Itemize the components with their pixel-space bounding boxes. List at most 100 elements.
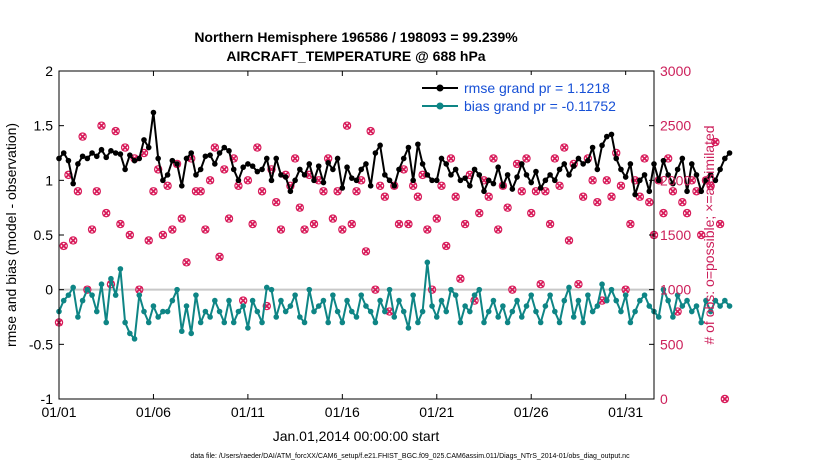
bias-point (306, 286, 313, 293)
rmse-point (230, 166, 237, 173)
rmse-point (311, 177, 317, 184)
obs-possible-marker (177, 214, 186, 223)
obs-assimilated-marker (669, 187, 677, 195)
rmse-point (84, 155, 91, 162)
obs-possible-marker (215, 252, 224, 262)
obs-assimilated-marker (433, 214, 441, 223)
obs-assimilated-marker (296, 204, 304, 212)
obs-possible-marker (588, 176, 597, 185)
bias-point (655, 314, 662, 320)
rmse-point (212, 161, 218, 167)
rmse-point (570, 163, 577, 169)
obs-possible-marker (78, 132, 87, 141)
rmse-point (556, 166, 563, 173)
obs-possible-marker (475, 208, 484, 218)
obs-assimilated-marker (277, 225, 285, 234)
rmse-point (155, 155, 161, 162)
obs-possible-marker (116, 219, 125, 229)
rmse-point (712, 177, 719, 184)
bias-point (325, 319, 331, 326)
obs-possible-marker (205, 176, 215, 185)
bias-point (533, 308, 539, 315)
obs-possible-marker (144, 236, 153, 245)
obs-possible-marker (550, 154, 560, 163)
rmse-point (476, 172, 483, 178)
rmse-point (400, 155, 407, 162)
obs-assimilated-marker (102, 209, 110, 217)
obs-assimilated-marker (485, 193, 493, 201)
obs-assimilated-marker (182, 258, 191, 266)
bias-point (320, 297, 327, 304)
obs-possible-marker (111, 126, 120, 136)
rmse-point (608, 131, 615, 138)
obs-assimilated-marker (395, 220, 403, 228)
right-axis: 0 500 1000 1500 2000 2500 3000 (649, 63, 691, 407)
obs-possible-marker (267, 165, 276, 174)
bias-point (443, 308, 450, 315)
x-tick-label: 01/06 (136, 404, 171, 420)
obs-possible-marker (319, 187, 328, 196)
bias-point (372, 319, 379, 326)
rmse-point (665, 172, 671, 178)
bias-point (386, 286, 393, 293)
obs-possible-marker (253, 143, 262, 152)
bias-point (566, 284, 572, 291)
right-y-tick-label: 2500 (660, 118, 691, 134)
bias-point (561, 297, 568, 304)
bias-point (297, 314, 303, 320)
bias-point (405, 325, 412, 331)
x-tick-label: 01/31 (608, 404, 643, 420)
obs-assimilated-marker (555, 182, 564, 190)
obs-assimilated-marker (371, 286, 380, 294)
rmse-point (443, 161, 450, 167)
rmse-point (405, 144, 412, 151)
rmse-point (528, 179, 535, 186)
obs-assimilated-marker (588, 176, 597, 184)
obs-possible-marker (503, 203, 512, 212)
rmse-point (622, 174, 629, 180)
obs-possible-marker (390, 181, 399, 190)
obs-assimilated-marker (343, 122, 351, 130)
bias-point (594, 303, 601, 309)
obs-assimilated-marker (74, 187, 82, 195)
obs-possible-marker (484, 192, 493, 201)
obs-assimilated-marker (678, 198, 686, 206)
obs-assimilated-marker (300, 225, 309, 234)
bias-point (570, 314, 577, 320)
obs-assimilated-marker (163, 182, 172, 190)
obs-assimilated-marker (60, 242, 68, 250)
rmse-point (315, 163, 322, 169)
rmse-point (594, 166, 601, 173)
obs-possible-marker (149, 187, 158, 196)
obs-assimilated-marker (272, 198, 280, 206)
bias-point (292, 292, 298, 298)
rmse-point (108, 148, 114, 154)
bias-point (259, 319, 265, 326)
bias-point (688, 308, 695, 315)
rmse-point (500, 183, 506, 189)
rmse-point (660, 157, 667, 164)
obs-possible-marker (706, 181, 715, 190)
bias-point (103, 319, 110, 326)
obs-assimilated-marker (121, 143, 129, 152)
bias-point (410, 292, 416, 298)
rmse-point (717, 166, 723, 173)
obs-possible-marker (371, 285, 380, 294)
obs-assimilated-marker (178, 214, 186, 223)
x-axis: 01/01 01/06 01/11 01/16 01/21 01/26 01/31 (41, 71, 643, 420)
bias-point (665, 297, 671, 304)
obs-assimilated-marker (97, 122, 106, 130)
rmse-point (164, 172, 171, 178)
rmse-point (552, 177, 558, 184)
obs-assimilated-marker (381, 193, 389, 201)
bias-point (627, 319, 634, 326)
rmse-point (518, 161, 525, 167)
rmse-point (599, 142, 605, 149)
obs-possible-marker (517, 187, 526, 196)
obs-assimilated-marker (456, 275, 465, 283)
obs-possible-marker (87, 225, 97, 234)
obs-assimilated-marker (211, 143, 219, 152)
obs-possible-marker (309, 219, 319, 229)
obs-possible-marker (489, 154, 498, 163)
